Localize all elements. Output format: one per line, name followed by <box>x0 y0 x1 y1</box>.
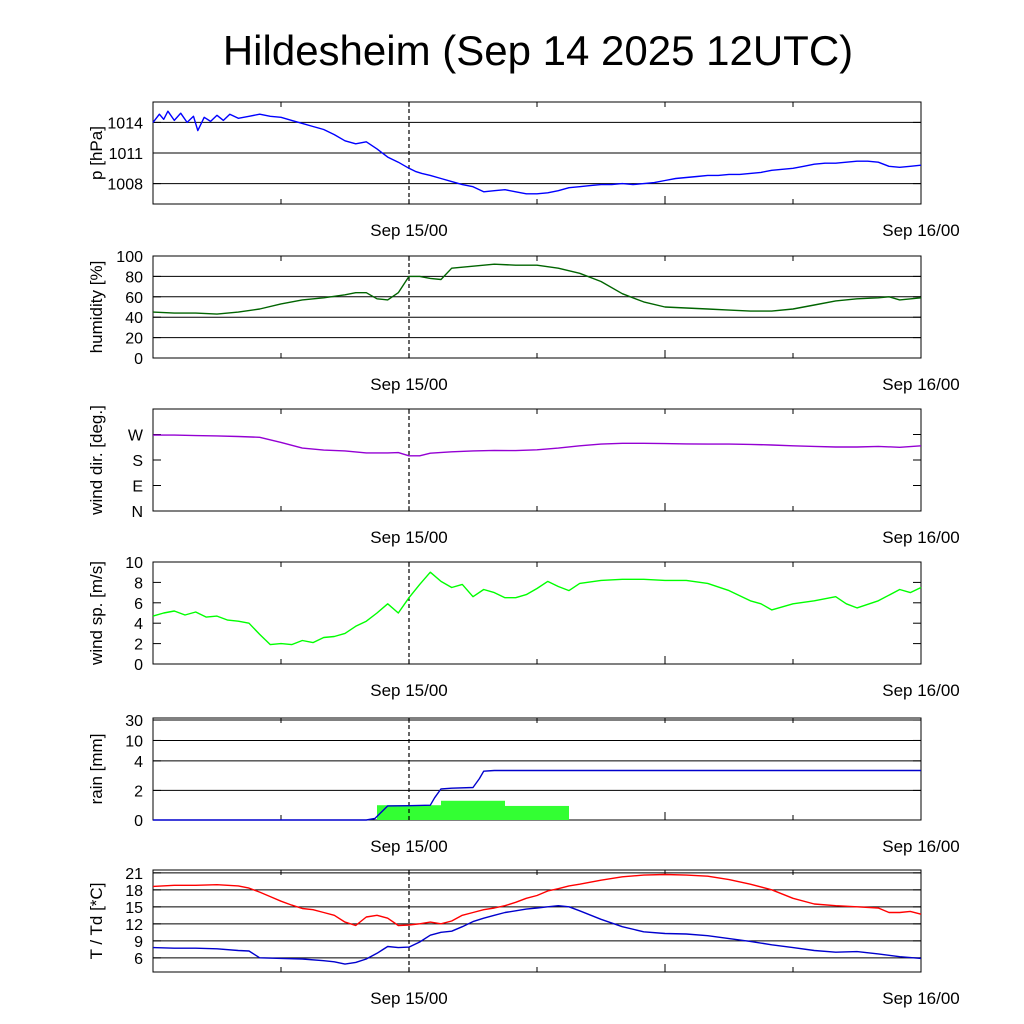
y-axis-label: wind sp. [m/s] <box>87 561 106 666</box>
y-tick-label: 8 <box>134 575 143 592</box>
panel-frame <box>152 561 922 665</box>
x-tick-label: Sep 15/00 <box>370 837 448 856</box>
x-tick-label: Sep 15/00 <box>370 375 448 394</box>
y-tick-label: 1008 <box>107 177 143 194</box>
series-line-dewpoint <box>152 905 922 965</box>
series-line-rain_sum <box>153 769 921 821</box>
y-tick-label: 0 <box>134 351 143 368</box>
y-tick-label: 12 <box>125 917 143 934</box>
y-tick-label: 0 <box>134 813 143 830</box>
x-tick-label: Sep 15/00 <box>370 989 448 1008</box>
y-tick-label: 15 <box>125 900 143 917</box>
y-axis-label: humidity [%] <box>87 261 106 354</box>
y-tick-label: 20 <box>125 331 143 348</box>
x-tick-label: Sep 16/00 <box>882 681 960 700</box>
y-axis-label: wind dir. [deg.] <box>87 405 106 516</box>
y-tick-label: S <box>132 453 143 470</box>
y-tick-label: 2 <box>134 637 143 654</box>
y-tick-label: 6 <box>134 596 143 613</box>
series-line-wind_dir <box>153 434 922 457</box>
series-line-humidity <box>152 263 922 315</box>
panel-frame <box>152 869 922 973</box>
panel-4: 0 2 4 6 8 10 wind sp. [m/s] Sep 15/00 Sep 16/00 <box>87 555 960 700</box>
y-tick-label: 18 <box>125 883 143 900</box>
y-tick-label: 2 <box>134 783 143 800</box>
rain-bar <box>505 805 569 820</box>
y-tick-label: N <box>131 504 143 521</box>
y-tick-label: 4 <box>134 754 143 771</box>
x-tick-label: Sep 15/00 <box>370 681 448 700</box>
panel-5: 0 2 4 10 30 rain [mm] Sep 15/00 Sep 16/00 <box>87 713 960 856</box>
y-tick-label: 6 <box>134 951 143 968</box>
y-tick-label: 1014 <box>107 115 143 132</box>
y-tick-label: 4 <box>134 616 143 633</box>
y-axis-label: p [hPa] <box>87 126 106 180</box>
x-tick-label: Sep 15/00 <box>370 221 448 240</box>
panel-frame <box>152 717 922 821</box>
y-tick-label: 10 <box>125 555 143 572</box>
x-tick-label: Sep 16/00 <box>882 528 960 547</box>
x-tick-label: Sep 16/00 <box>882 221 960 240</box>
series-line-pressure <box>152 110 922 195</box>
y-tick-label: 100 <box>116 249 143 266</box>
y-axis-label: T / Td [*C] <box>87 883 106 960</box>
y-tick-label: 80 <box>125 269 143 286</box>
rain-bar <box>441 800 505 820</box>
panel-frame <box>152 408 922 512</box>
y-axis-label: rain [mm] <box>87 734 106 805</box>
x-tick-label: Sep 16/00 <box>882 837 960 856</box>
series-line-temperature <box>152 873 922 927</box>
x-tick-label: Sep 15/00 <box>370 528 448 547</box>
y-tick-label: 60 <box>125 290 143 307</box>
y-tick-label: 1011 <box>109 146 144 163</box>
y-tick-label: 9 <box>134 934 143 951</box>
y-tick-label: 30 <box>125 713 143 730</box>
y-tick-label: 10 <box>125 733 143 750</box>
y-tick-label: E <box>132 479 143 496</box>
y-tick-label: 0 <box>134 657 143 674</box>
x-tick-label: Sep 16/00 <box>882 375 960 394</box>
y-tick-label: 21 <box>125 866 143 883</box>
chart-title: Hildesheim (Sep 14 2025 12UTC) <box>223 27 853 74</box>
panel-2: 0 20 40 60 80 100 humidity [%] Sep 15/00 Sep 16/… <box>87 249 960 394</box>
x-tick-label: Sep 16/00 <box>882 989 960 1008</box>
y-tick-label: 40 <box>125 310 143 327</box>
y-tick-label: W <box>128 428 144 445</box>
series-line-wind_speed <box>152 571 922 646</box>
